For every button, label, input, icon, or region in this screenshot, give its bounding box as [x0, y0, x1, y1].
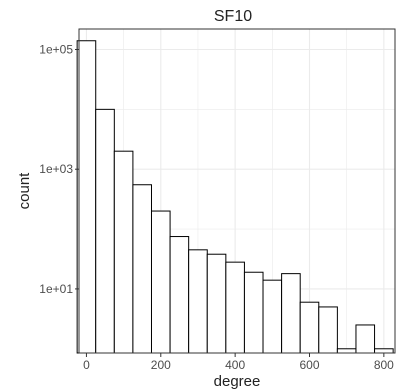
- x-axis-title: degree: [214, 373, 261, 390]
- histogram-bar: [336, 348, 357, 354]
- x-tick-label: 400: [225, 358, 245, 372]
- x-tick-label: 600: [299, 358, 319, 372]
- x-axis: 0 200 400 600 800: [83, 353, 394, 372]
- histogram-bar: [206, 253, 227, 354]
- histogram-bar: [113, 150, 134, 354]
- histogram-bar: [374, 348, 394, 354]
- histogram-bar: [132, 184, 152, 354]
- y-axis-title: count: [16, 172, 33, 210]
- y-axis: 1e+01 1e+03 1e+05: [39, 42, 79, 296]
- x-tick-label: 200: [151, 358, 171, 372]
- histogram-bar: [243, 271, 264, 354]
- histogram-bar: [225, 261, 245, 354]
- y-tick-label: 1e+05: [39, 42, 73, 56]
- x-tick-label: 800: [374, 358, 394, 372]
- y-tick-label: 1e+03: [39, 162, 73, 176]
- histogram-bar: [188, 249, 208, 354]
- x-tick-label: 0: [83, 358, 90, 372]
- histogram-bar: [262, 279, 283, 354]
- histogram-bar: [299, 301, 320, 354]
- histogram-bar: [76, 40, 97, 354]
- histogram-bar: [281, 273, 301, 354]
- histogram-bar: [95, 108, 115, 354]
- histogram-bar: [318, 306, 338, 354]
- y-tick-label: 1e+01: [39, 282, 73, 296]
- histogram-bar: [169, 236, 190, 354]
- panel-border: [78, 28, 396, 354]
- histogram-bar: [150, 210, 171, 354]
- histogram-bar: [355, 324, 376, 354]
- bars-layer: [76, 40, 394, 354]
- chart-title: SF10: [214, 8, 252, 25]
